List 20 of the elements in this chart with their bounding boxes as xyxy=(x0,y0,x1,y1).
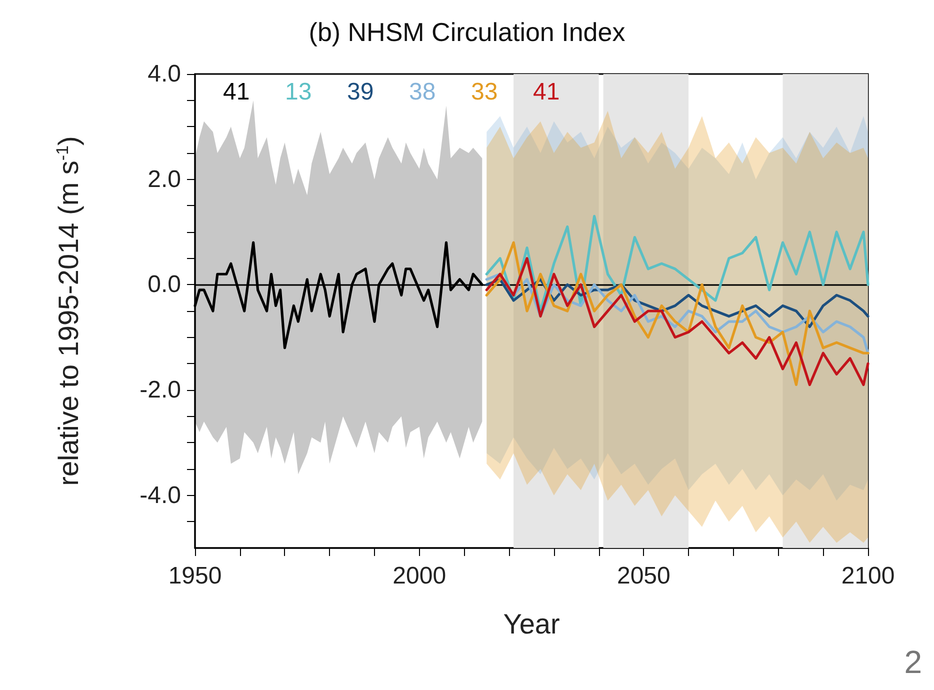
y-axis-title: relative to 1995-2014 (m s-1) xyxy=(53,136,84,486)
text: 41 xyxy=(533,78,560,106)
y-tick-label: 2.0 xyxy=(148,166,181,193)
text: 38 xyxy=(409,78,436,106)
y-tick-label: -4.0 xyxy=(140,482,181,509)
y-tick-label: 4.0 xyxy=(148,60,181,88)
text: 13 xyxy=(285,78,312,106)
x-tick-label: 1950 xyxy=(168,562,222,590)
text: 33 xyxy=(471,78,498,106)
chart-title: (b) NHSM Circulation Index xyxy=(308,17,626,47)
line-series xyxy=(485,214,870,312)
x-axis-title: Year xyxy=(503,608,560,640)
text: 39 xyxy=(347,78,374,106)
y-tick-label: 0.0 xyxy=(148,271,181,298)
x-tick-label: 2100 xyxy=(841,562,895,590)
y-tick-label: -2.0 xyxy=(140,376,181,404)
x-tick-label: 2000 xyxy=(392,562,446,590)
x-tick-label: 2050 xyxy=(616,562,670,590)
text: 41 xyxy=(223,78,250,106)
text: 2 xyxy=(904,644,922,680)
